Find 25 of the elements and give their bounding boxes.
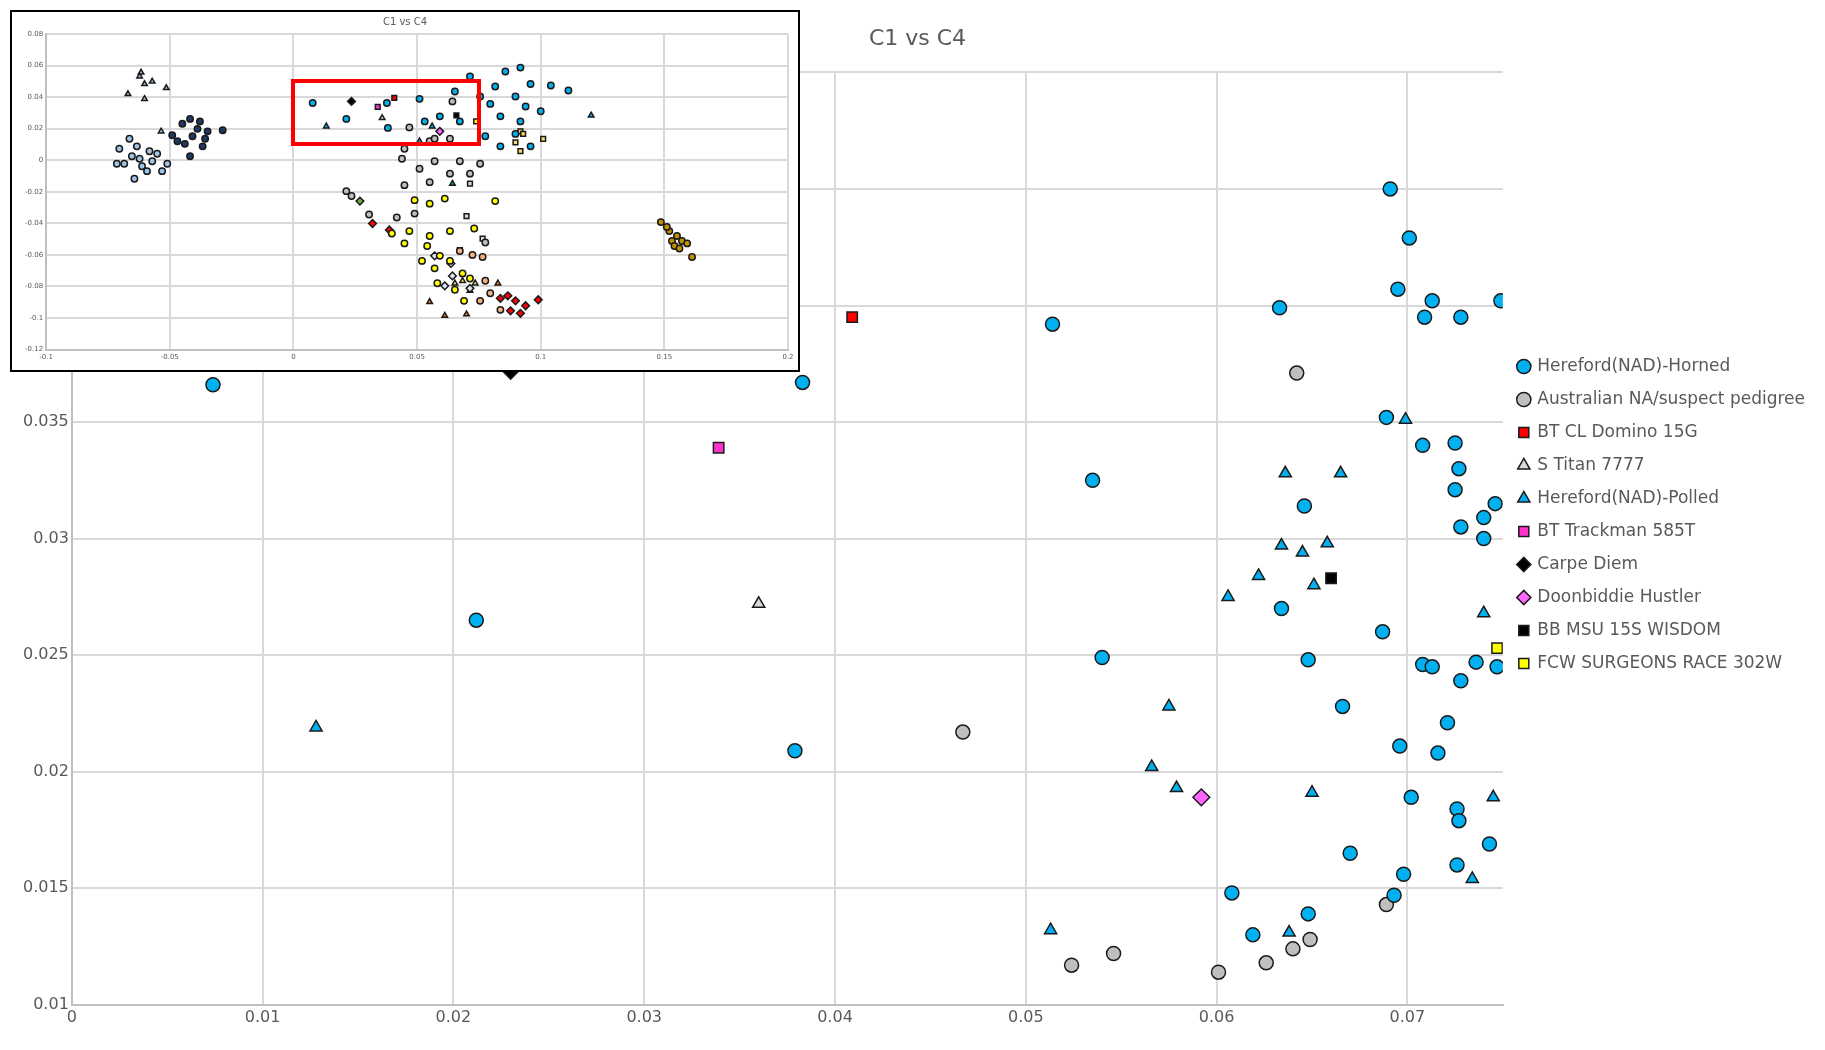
legend-label: Doonbiddie Hustler: [1537, 585, 1701, 606]
y-tick-label: 0.035: [22, 411, 69, 431]
x-tick-label: 0.04: [817, 1006, 853, 1026]
chart-title: C1 vs C4: [868, 24, 967, 50]
legend-label: Carpe Diem: [1537, 552, 1639, 573]
legend-label: Hereford(NAD)-Polled: [1537, 486, 1720, 507]
legend-label: BB MSU 15S WISDOM: [1537, 618, 1721, 639]
x-tick-label: 0.05: [1007, 1006, 1044, 1026]
x-tick-label: 0.02: [435, 1006, 472, 1026]
chart-title: C1 vs C4: [382, 15, 428, 27]
y-tick-label: 0.02: [33, 760, 69, 780]
legend-label: Hereford(NAD)-Horned: [1537, 354, 1731, 375]
y-tick-label: 0.025: [22, 644, 69, 664]
y-tick-label: 0.03: [33, 527, 69, 547]
x-tick-label: 0.06: [1198, 1006, 1235, 1026]
x-tick-label: 0.03: [626, 1006, 663, 1026]
x-tick-label: 0.07: [1389, 1006, 1426, 1026]
x-tick-label: 0.01: [244, 1006, 281, 1026]
legend-label: S Titan 7777: [1537, 453, 1645, 474]
legend-label: Australian NA/suspect pedigree: [1537, 387, 1806, 408]
y-tick-label: 0.01: [33, 993, 69, 1013]
y-tick-label: 0.015: [22, 877, 69, 897]
legend-label: BT Trackman 585T: [1537, 519, 1696, 540]
legend-label: BT CL Domino 15G: [1537, 420, 1698, 441]
legend-label: FCW SURGEONS RACE 302W: [1537, 651, 1783, 672]
